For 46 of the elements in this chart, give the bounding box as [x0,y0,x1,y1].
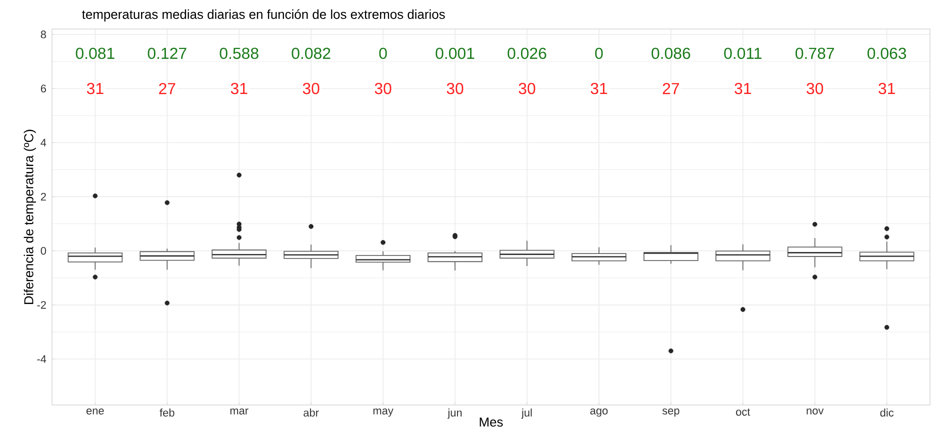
annotation: 0 [379,48,387,59]
x-tick-label: abr [304,408,319,417]
annotation: 31 [230,82,248,94]
y-tick-label: 8 [40,30,46,38]
annotation: 27 [159,82,176,94]
annotation: 0.081 [76,48,114,59]
annotation: 0.127 [148,48,186,59]
chart-title: temperaturas medias diarias en función de los extremos diarios [82,9,445,22]
x-tick-label: jun [447,408,462,419]
annotation: 30 [518,82,536,94]
x-tick-label: mar [230,408,248,415]
annotation: 31 [734,82,751,94]
annotation: 30 [446,82,464,94]
annotation: 0.011 [724,48,762,59]
x-tick-label: feb [160,408,174,417]
y-tick-label: 0 [40,246,46,255]
annotation: 31 [590,82,608,94]
y-tick-label: -4 [37,355,46,363]
x-tick-label: sep [662,408,680,417]
annotation: 0.086 [652,48,690,59]
x-tick-label: nov [806,408,824,415]
annotation: 30 [806,82,824,94]
annotation: 0.063 [868,48,906,59]
x-tick-label: ene [86,408,104,415]
y-tick-label: 2 [40,192,46,201]
annotation: 0.026 [508,48,546,59]
annotation: 0.001 [436,48,474,59]
y-tick-label: 6 [40,84,46,92]
annotation: 31 [878,82,895,94]
y-axis-title: Diferencia de temperatura (ºC) [24,130,36,304]
x-tick-label: jul [521,408,532,419]
x-axis-title: Mes [480,418,503,427]
x-tick-label: dic [880,408,894,417]
y-tick-label: 4 [40,138,46,146]
annotation: 30 [374,82,392,94]
annotation: 30 [302,82,320,94]
annotation: 31 [86,82,104,94]
annotation: 0.588 [220,48,258,59]
x-tick-label: ago [590,408,608,417]
annotation: 0.787 [796,48,834,59]
y-tick-label: -2 [37,301,46,309]
x-tick-label: may [373,408,394,417]
annotation: 0.082 [292,48,330,59]
x-tick-label: oct [736,408,750,416]
annotation: 0 [595,48,603,59]
annotation: 27 [662,82,679,94]
